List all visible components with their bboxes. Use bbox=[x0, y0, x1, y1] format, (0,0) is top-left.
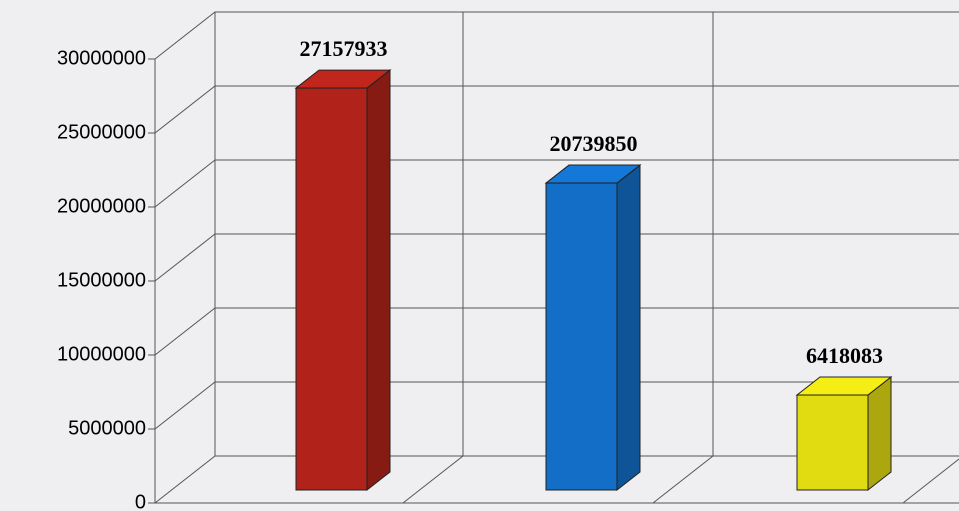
grid-line bbox=[154, 11, 959, 60]
grid-line bbox=[154, 307, 959, 356]
bar bbox=[796, 394, 869, 491]
floor-divider bbox=[902, 458, 959, 504]
bar-side bbox=[366, 69, 391, 492]
y-tick-label: 20000000 bbox=[57, 195, 146, 217]
floor-divider bbox=[652, 455, 714, 504]
bar-side bbox=[616, 164, 641, 492]
bar bbox=[545, 182, 618, 491]
grid-line bbox=[154, 455, 959, 504]
value-label: 27157933 bbox=[300, 36, 388, 61]
bar bbox=[295, 87, 368, 491]
y-tick-label: 30000000 bbox=[57, 47, 146, 69]
value-label: 20739850 bbox=[550, 131, 638, 156]
bar-side bbox=[867, 375, 892, 492]
y-tick-label: 5000000 bbox=[68, 417, 146, 439]
y-tick-label: 15000000 bbox=[57, 269, 146, 291]
grid-line bbox=[154, 85, 959, 134]
y-tick-label: 10000000 bbox=[57, 343, 146, 365]
y-tick-label: 25000000 bbox=[57, 121, 146, 143]
y-tick-label: 0 bbox=[135, 491, 146, 511]
grid-line bbox=[154, 159, 959, 208]
grid-line bbox=[154, 381, 959, 430]
value-label: 6418083 bbox=[806, 343, 883, 368]
grid-line bbox=[154, 233, 959, 282]
floor-divider bbox=[402, 455, 464, 504]
